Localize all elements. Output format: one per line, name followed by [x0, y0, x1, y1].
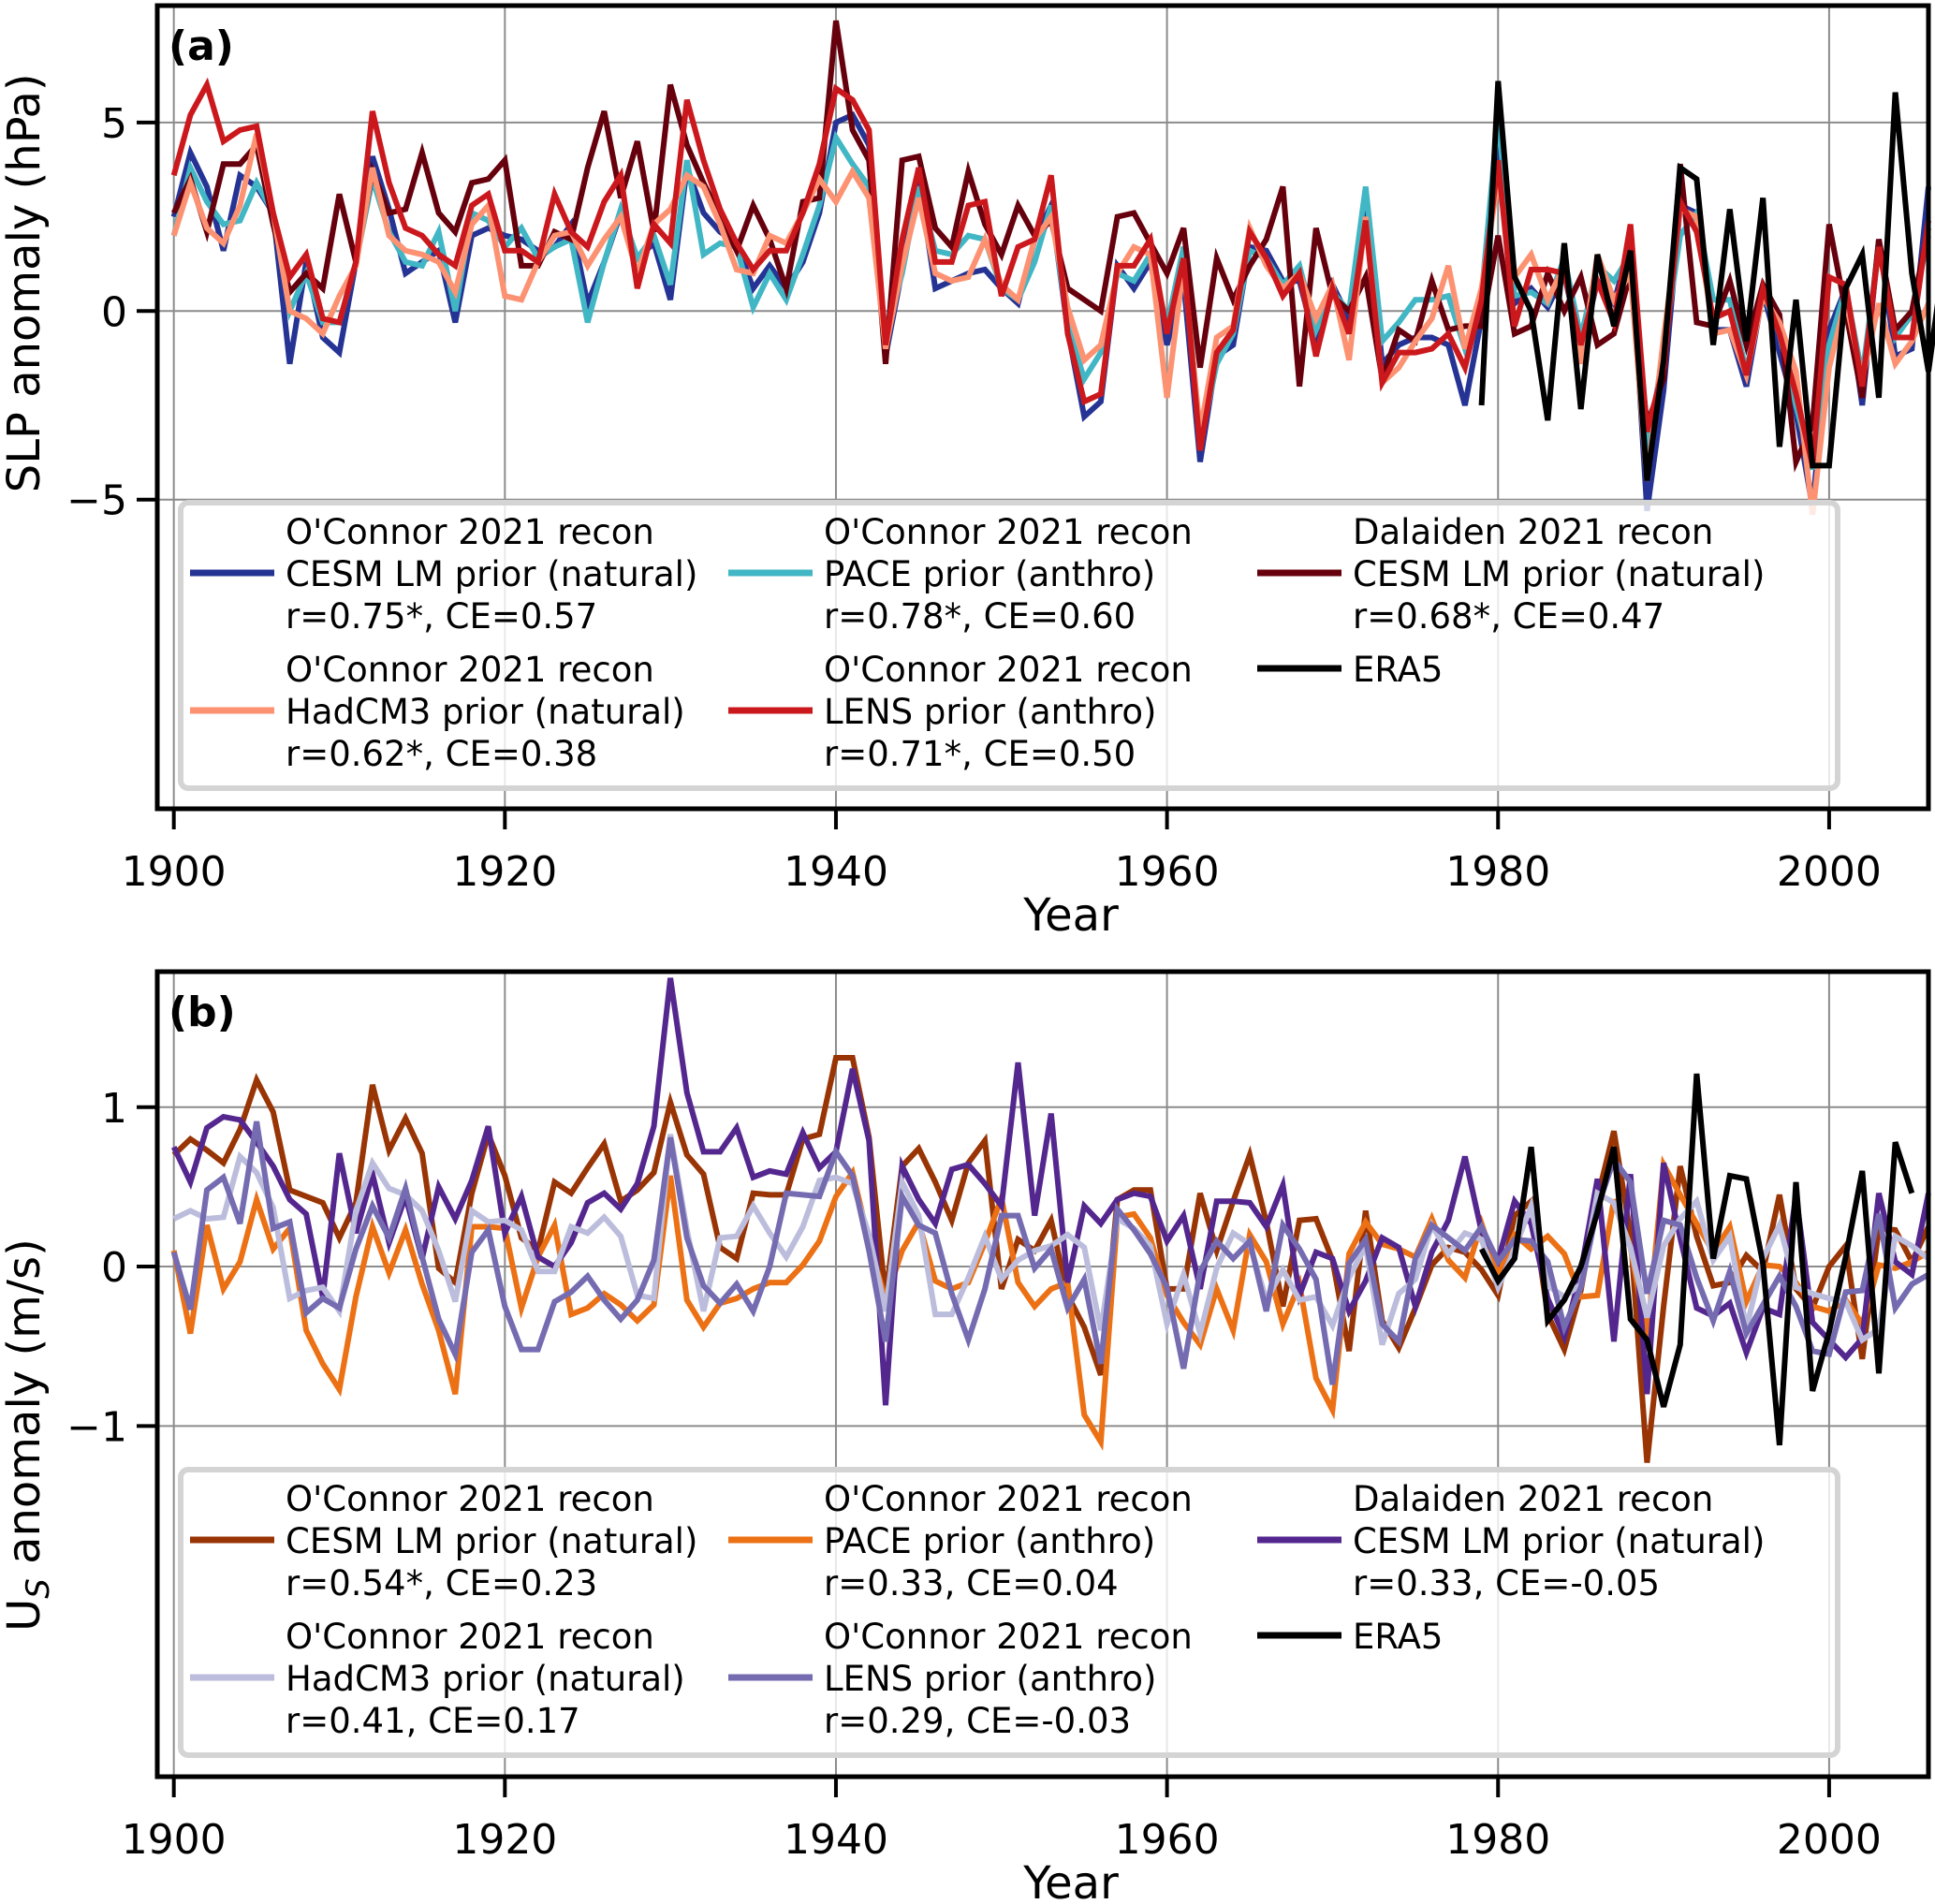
panel-b-legend-text-0-2: r=0.54*, CE=0.23	[286, 1563, 597, 1604]
panel-b-xlabel: Year	[1022, 1857, 1119, 1904]
panel-b-ylabel-sub: S	[20, 1578, 57, 1599]
panel-b-legend-text-1-0: O'Connor 2021 recon	[824, 1479, 1193, 1519]
panel-b-series-line-4	[170, 1120, 1930, 1385]
panel-b-xtick-label: 1960	[1115, 1816, 1220, 1864]
panel-b-legend-text-4-2: r=0.29, CE=-0.03	[824, 1701, 1131, 1741]
panel-a-series-line-4	[170, 77, 1931, 467]
panel-a-legend-text-1-2: r=0.78*, CE=0.60	[824, 596, 1136, 637]
panel-b-ytick-label: 1	[101, 1085, 127, 1133]
panel-a-legend-text-3-2: r=0.62*, CE=0.38	[286, 734, 597, 774]
panel-b-ylabel-main: U	[0, 1599, 51, 1632]
panel-a-ylabel: SLP anomaly (hPa)	[0, 73, 51, 492]
panel-a-xtick-label: 1920	[452, 848, 557, 896]
panel-b-series-line-5	[1478, 1073, 1915, 1446]
panel-b-series-line-0	[171, 1055, 1931, 1463]
panel-b-xtick-label: 1900	[122, 1816, 227, 1864]
panel-b-frame	[154, 969, 1931, 1780]
panel-a-legend-text-0-2: r=0.75*, CE=0.57	[286, 596, 597, 637]
panel-b-ylabel: US anomaly (m/s)	[0, 1238, 57, 1632]
panel-a-ytick-label: −5	[66, 477, 127, 525]
panel-a-legend-box	[178, 500, 1840, 791]
panel-b-legend-text-0-1: CESM LM prior (natural)	[286, 1521, 697, 1561]
panel-b-series	[170, 977, 1931, 1463]
panel-b-legend-box	[178, 1467, 1840, 1758]
panel-b-legend-text-3-0: O'Connor 2021 recon	[286, 1617, 654, 1657]
panel-b-legend-text-4-0: O'Connor 2021 recon	[824, 1617, 1193, 1657]
panel-b-label: (b)	[169, 989, 236, 1036]
panel-a-legend-text-5-0: ERA5	[1353, 650, 1443, 690]
panel-a-legend-text-2-2: r=0.68*, CE=0.47	[1353, 596, 1664, 637]
panel-b-series-line-2	[170, 977, 1931, 1406]
panel-b-ytick-label: −1	[66, 1403, 127, 1451]
panel-b-legend-text-2-2: r=0.33, CE=-0.05	[1353, 1563, 1660, 1604]
panel-a-xtick-label: 1900	[122, 848, 227, 896]
panel-b-xtick-label: 1940	[784, 1816, 888, 1864]
panel-a-label: (a)	[169, 22, 234, 70]
panel-a-legend-text-3-1: HadCM3 prior (natural)	[286, 692, 685, 732]
panel-a-xtick-label: 1980	[1445, 848, 1550, 896]
panel-b-legend-text-1-1: PACE prior (anthro)	[824, 1521, 1155, 1561]
panel-a-series-line-1	[170, 114, 1931, 471]
panel-a-ytick-label: 0	[101, 288, 127, 336]
panel-b-xtick-label: 1980	[1445, 1816, 1550, 1864]
panel-b-legend-text-3-1: HadCM3 prior (natural)	[286, 1659, 685, 1699]
panel-a-xtick-label: 1960	[1115, 848, 1220, 896]
panel-a-legend-text-1-0: O'Connor 2021 recon	[824, 512, 1193, 552]
panel-a-legend-text-4-0: O'Connor 2021 recon	[824, 650, 1193, 690]
panel-a-xlabel: Year	[1022, 889, 1119, 942]
panel-a-xtick-label: 1940	[784, 848, 888, 896]
panel-b-xtick-label: 2000	[1777, 1816, 1882, 1864]
panel-a-legend-text-0-1: CESM LM prior (natural)	[286, 554, 697, 594]
panel-a-legend-text-2-0: Dalaiden 2021 recon	[1353, 512, 1713, 552]
panel-b-legend-text-5-0: ERA5	[1353, 1617, 1443, 1657]
panel-a-legend-text-3-0: O'Connor 2021 recon	[286, 650, 654, 690]
panel-a-series	[170, 20, 1935, 516]
panel-b-legend-text-3-2: r=0.41, CE=0.17	[286, 1701, 580, 1741]
panel-b-legend-text-2-0: Dalaiden 2021 recon	[1353, 1479, 1713, 1519]
panel-a-ytick-label: 5	[101, 100, 127, 148]
panel-a-legend-text-1-1: PACE prior (anthro)	[824, 554, 1155, 594]
panel-b-ylabel-rest: anomaly (m/s)	[0, 1238, 51, 1578]
panel-a-legend-text-4-2: r=0.71*, CE=0.50	[824, 734, 1136, 774]
panel-b-ticks: 1900 1920 1940 1960 1980 2000 −1 0 1	[66, 1085, 1882, 1864]
panel-a-xtick-label: 2000	[1777, 848, 1882, 896]
panel-b-legend-text-4-1: LENS prior (anthro)	[824, 1659, 1157, 1699]
panel-a-series-line-5	[1478, 81, 1935, 481]
panel-a-legend-text-2-1: CESM LM prior (natural)	[1353, 554, 1765, 594]
panel-b-legend-text-0-0: O'Connor 2021 recon	[286, 1479, 654, 1519]
panel-b-xtick-label: 1920	[452, 1816, 557, 1864]
panel-a-ticks: 1900 1920 1940 1960 1980 2000 −5 0 5	[66, 100, 1882, 896]
panel-b-legend-text-2-1: CESM LM prior (natural)	[1353, 1521, 1765, 1561]
panel-a-legend-text-4-1: LENS prior (anthro)	[824, 692, 1157, 732]
panel-b-legend-text-1-2: r=0.33, CE=0.04	[824, 1563, 1119, 1604]
panel-a-legend-text-0-0: O'Connor 2021 recon	[286, 512, 654, 552]
panel-a-frame	[154, 3, 1931, 812]
panel-b-ytick-label: 0	[101, 1244, 127, 1292]
